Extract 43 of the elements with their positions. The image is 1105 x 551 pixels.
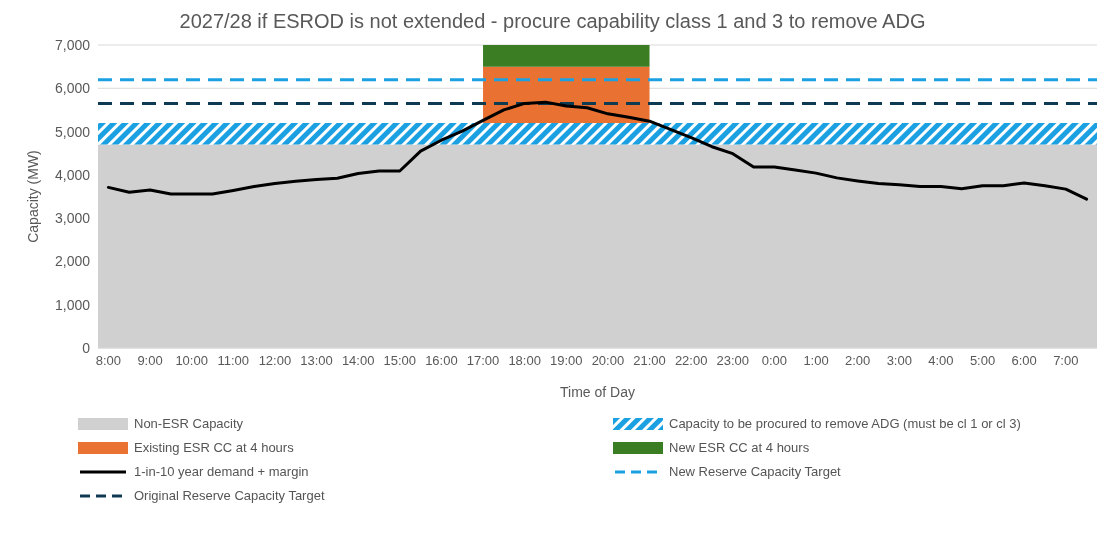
x-tick-label: 23:00 <box>716 353 750 369</box>
legend-label: 1-in-10 year demand + margin <box>134 464 309 479</box>
x-tick-label: 1:00 <box>803 353 829 369</box>
x-tick-label: 0:00 <box>761 353 788 369</box>
y-tick-label: 0 <box>82 339 91 356</box>
x-tick-label: 2:00 <box>845 353 871 369</box>
x-tick-label: 3:00 <box>886 353 912 369</box>
legend-label: Original Reserve Capacity Target <box>134 488 325 503</box>
x-tick-label: 20:00 <box>591 353 625 369</box>
legend-label: New Reserve Capacity Target <box>669 464 841 479</box>
y-tick-label: 3,000 <box>54 210 91 227</box>
y-tick-label: 4,000 <box>54 166 91 183</box>
x-tick-label: 16:00 <box>425 353 458 369</box>
chart-title: 2027/28 if ESROD is not extended - procure capability class 1 and 3 to remove ADG <box>178 9 927 33</box>
y-tick-label: 5,000 <box>54 123 91 140</box>
legend-label: New ESR CC at 4 hours <box>669 440 810 455</box>
legend-label: Non-ESR Capacity <box>134 416 244 431</box>
x-tick-label: 17:00 <box>466 353 500 369</box>
x-tick-label: 8:00 <box>95 353 122 369</box>
x-tick-label: 5:00 <box>969 353 996 369</box>
x-tick-label: 18:00 <box>508 353 541 369</box>
x-tick-label: 12:00 <box>258 353 292 369</box>
x-tick-label: 19:00 <box>550 353 583 369</box>
y-axis-title: Capacity (MW) <box>24 150 41 243</box>
legend-label: Capacity to be procured to remove ADG (must be cl 1 or cl 3) <box>669 416 1021 431</box>
x-tick-label: 13:00 <box>300 353 333 369</box>
x-tick-label: 22:00 <box>674 353 708 369</box>
y-tick-label: 1,000 <box>54 296 91 313</box>
y-tick-label: 2,000 <box>54 253 91 270</box>
legend-label: Existing ESR CC at 4 hours <box>134 440 294 455</box>
x-tick-label: 15:00 <box>383 353 417 369</box>
y-tick-label: 6,000 <box>54 80 91 97</box>
x-tick-label: 11:00 <box>217 353 250 369</box>
x-tick-label: 9:00 <box>137 353 163 369</box>
x-tick-label: 4:00 <box>928 353 954 369</box>
y-tick-label: 7,000 <box>54 36 91 53</box>
x-axis-title: Time of Day <box>560 384 635 400</box>
x-tick-label: 6:00 <box>1011 353 1037 369</box>
line-series <box>106 100 1089 201</box>
x-tick-label: 14:00 <box>341 353 375 369</box>
x-tick-label: 10:00 <box>175 353 208 369</box>
x-tick-label: 21:00 <box>633 353 666 369</box>
x-tick-label: 7:00 <box>1053 353 1079 369</box>
